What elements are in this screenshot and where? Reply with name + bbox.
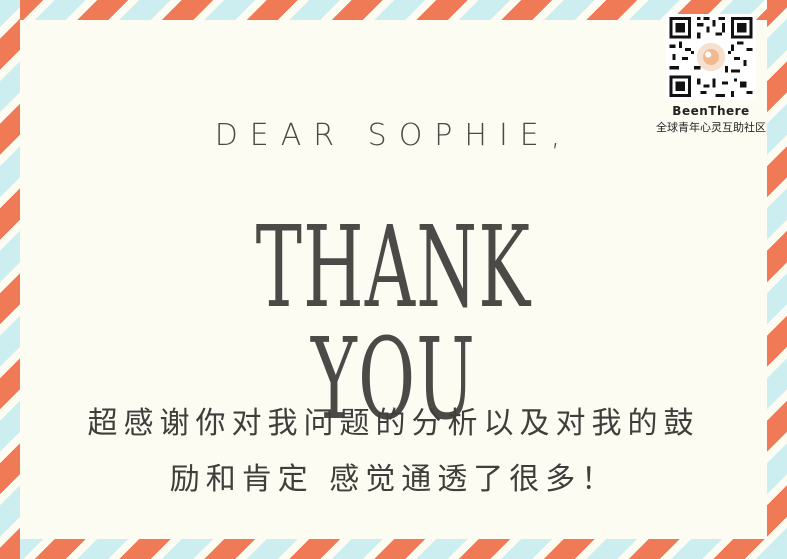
brand-name: BeenThere: [672, 104, 750, 118]
card-body: DEAR SOPHIE, THANK YOU 超感谢你对我问题的分析以及对我的鼓…: [20, 20, 767, 539]
brand-tagline: 全球青年心灵互助社区: [656, 121, 766, 134]
headline-text: THANK YOU: [255, 203, 532, 445]
airmail-border-right: [767, 0, 787, 559]
message-line-2: 励和肯定 感觉通透了很多！: [169, 462, 618, 497]
brand-badge: BeenThere 全球青年心灵互助社区: [641, 14, 781, 135]
greeting-text: DEAR SOPHIE,: [214, 118, 573, 153]
qr-code-icon: [666, 14, 756, 100]
message-line-1: 超感谢你对我问题的分析以及对我的鼓: [87, 406, 700, 441]
airmail-border-top: [0, 0, 787, 20]
airmail-border-bottom: [0, 539, 787, 559]
airmail-border-left: [0, 0, 20, 559]
